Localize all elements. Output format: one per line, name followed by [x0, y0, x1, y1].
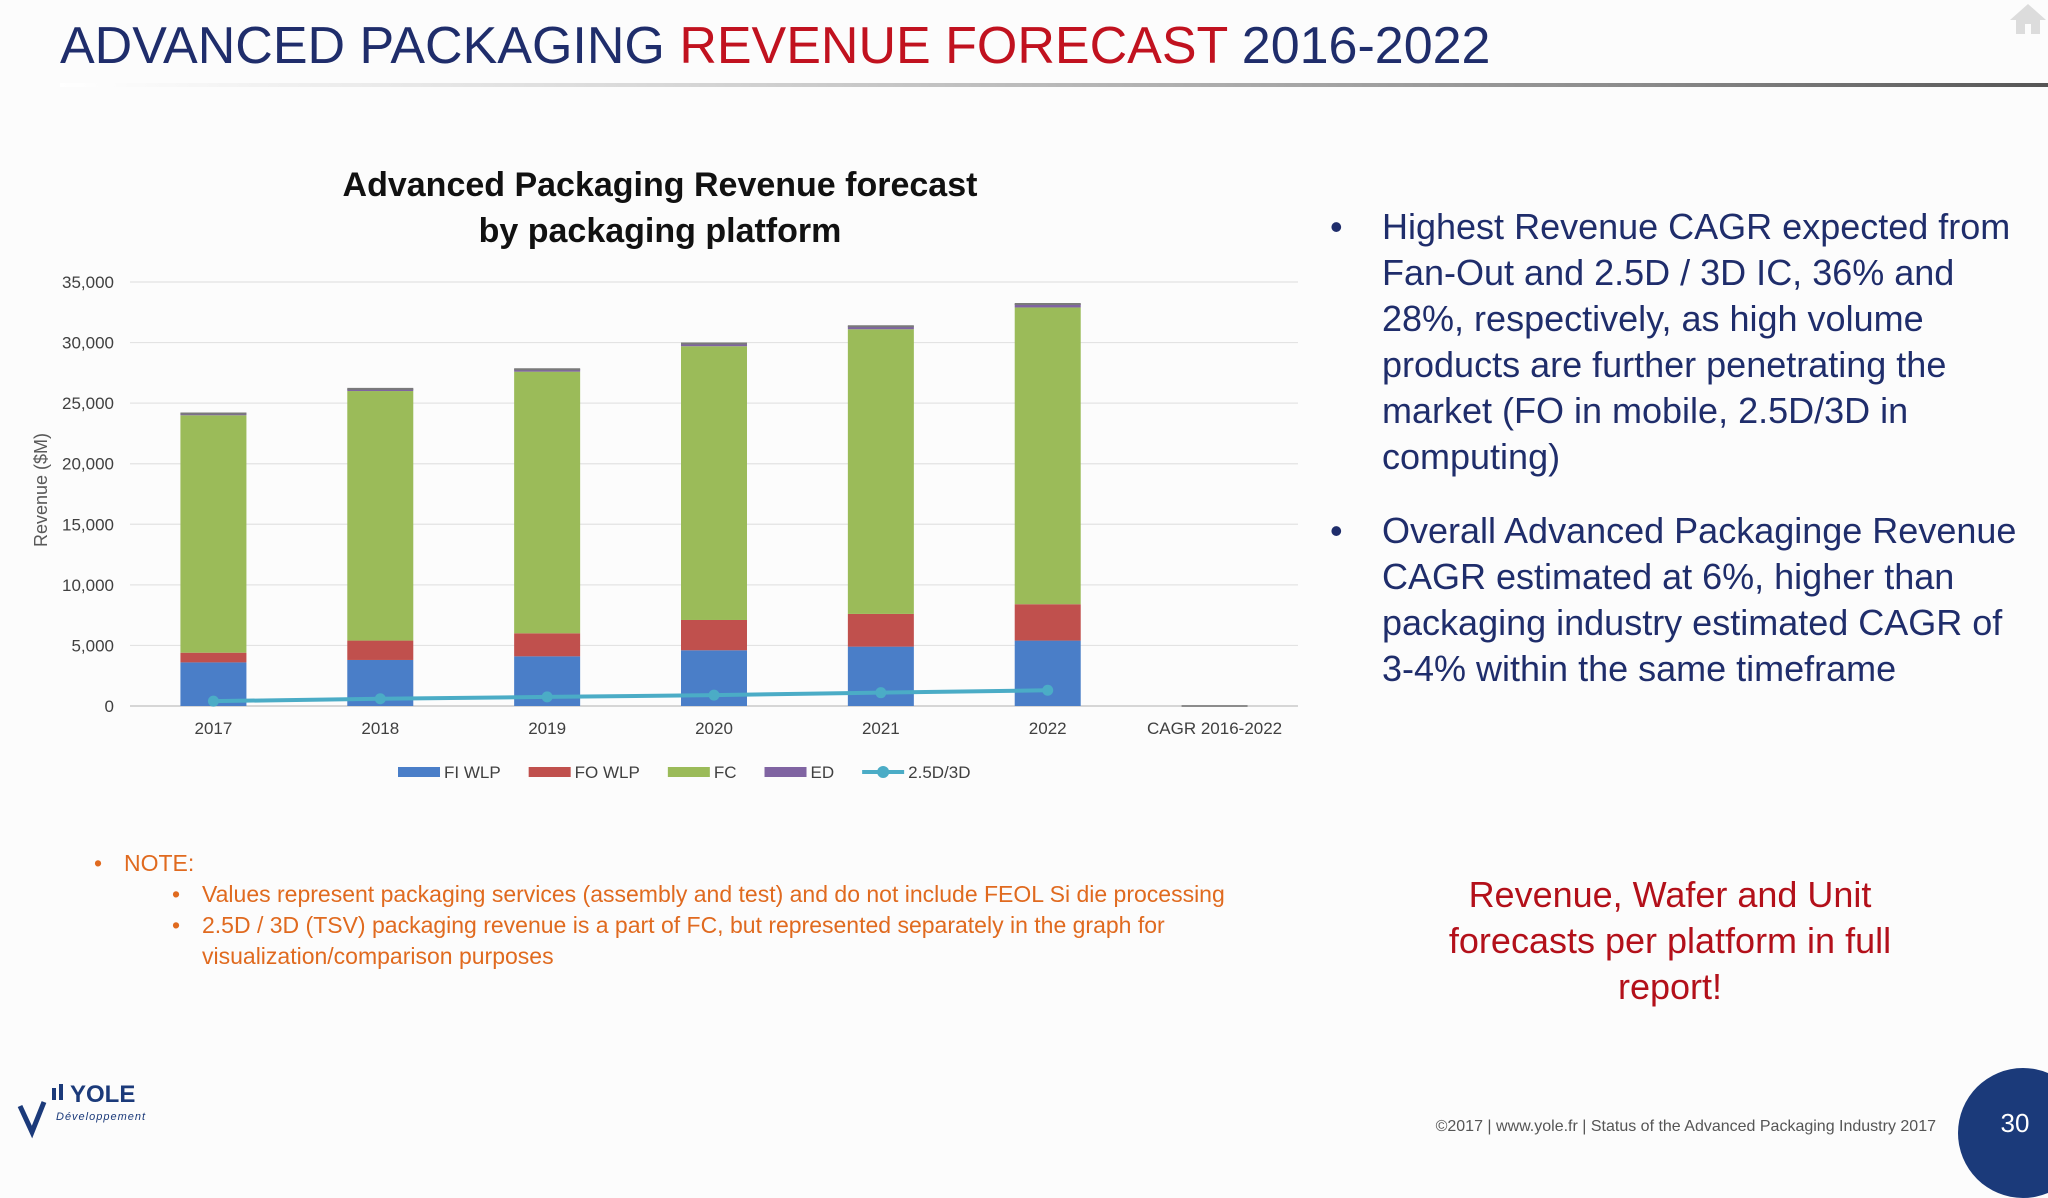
- y-tick-label: 15,000: [62, 515, 114, 534]
- line-point: [708, 689, 720, 701]
- slide-title: ADVANCED PACKAGING REVENUE FORECAST 2016…: [60, 16, 1490, 76]
- y-tick-label: 20,000: [62, 455, 114, 474]
- legend-label: 2.5D/3D: [908, 763, 970, 782]
- chart-legend: FI WLP FO WLP FC ED 2.5D/3D: [398, 763, 971, 782]
- bullet-glyph: •: [172, 912, 181, 938]
- y-axis: 0 5,000 10,000 15,000 20,000 25,000 30,000 35,0…: [62, 273, 114, 716]
- chart-title-line-2: by packaging platform: [478, 212, 842, 250]
- bar-segment: [514, 371, 581, 634]
- bar-segment: [514, 633, 581, 657]
- x-tick-label: CAGR 2016-2022: [1147, 719, 1282, 738]
- x-tick-label: 2018: [361, 719, 399, 738]
- bar-segment: [347, 391, 414, 641]
- key-point: • Overall Advanced Packaginge Revenue CAG…: [1330, 508, 2030, 692]
- x-axis: 2017 2018 2019 2020 2021 2022 CAGR 2016-2022: [195, 719, 1283, 738]
- legend-swatch: [528, 767, 571, 777]
- line-point: [1042, 684, 1054, 696]
- bar-segment: [180, 652, 247, 663]
- note-section: • NOTE: • Values represent packaging servi…: [94, 848, 1294, 972]
- bullet-glyph: •: [94, 850, 103, 876]
- x-tick-label: 2020: [695, 719, 733, 738]
- chart-title: Advanced Packaging Revenue forecast by p…: [260, 162, 1060, 254]
- note-item-text: Values represent packaging services (ass…: [202, 881, 1225, 907]
- line-point: [374, 693, 386, 705]
- x-tick-label: 2019: [528, 719, 566, 738]
- logo-text: YOLE: [70, 1081, 135, 1108]
- bar-segment: [681, 346, 747, 620]
- note-item: • 2.5D / 3D (TSV) packaging revenue is a …: [94, 910, 1294, 972]
- key-point: • Highest Revenue CAGR expected from Fan-…: [1330, 204, 2030, 480]
- note-label: NOTE:: [124, 850, 195, 876]
- revenue-chart: 0 5,000 10,000 15,000 20,000 25,000 30,000 35,0…: [31, 273, 1298, 782]
- bar-segment: [1014, 304, 1081, 308]
- bar-segment: [1014, 640, 1081, 706]
- bar-segment: [347, 640, 414, 660]
- chart-bars: [180, 303, 1248, 707]
- title-part-2: REVENUE FORECAST: [679, 17, 1228, 75]
- bar-segment: [1014, 604, 1081, 641]
- legend-label: FI WLP: [444, 763, 501, 782]
- y-tick-label: 5,000: [71, 636, 114, 655]
- bar-segment: [1014, 307, 1081, 605]
- bar-segment: [514, 369, 581, 372]
- bullet-glyph: •: [1330, 206, 1343, 247]
- line-point: [207, 695, 219, 707]
- legend-swatch: [764, 767, 807, 777]
- legend-swatch-marker: [877, 766, 890, 778]
- legend-swatch: [398, 767, 440, 777]
- y-tick-label: 0: [105, 697, 114, 716]
- legend-label: ED: [811, 763, 835, 782]
- yole-logo: YOLE Développement: [17, 1081, 146, 1139]
- line-point: [875, 687, 887, 699]
- x-tick-label: 2021: [862, 719, 900, 738]
- bar-segment: [847, 329, 914, 614]
- bullet-glyph: •: [172, 881, 181, 907]
- title-part-3: 2016-2022: [1227, 17, 1491, 75]
- bar-segment: [681, 343, 747, 347]
- title-part-1: ADVANCED PACKAGING: [60, 17, 680, 75]
- bar-segment: [347, 388, 414, 392]
- bar-segment: [847, 613, 914, 647]
- series-line: [213, 688, 1048, 704]
- bar-segment: [847, 326, 914, 330]
- title-divider: [60, 83, 2048, 87]
- bar-segment: [681, 619, 747, 651]
- x-tick-label: 2022: [1029, 719, 1067, 738]
- key-point-text: Overall Advanced Packaginge Revenue CAGR…: [1382, 510, 2017, 689]
- key-points: • Highest Revenue CAGR expected from Fan-…: [1330, 204, 2030, 720]
- home-icon[interactable]: [2008, 0, 2048, 36]
- y-tick-label: 10,000: [62, 576, 114, 595]
- y-tick-label: 30,000: [62, 334, 114, 353]
- y-tick-label: 35,000: [62, 273, 114, 292]
- chart-title-line-1: Advanced Packaging Revenue forecast: [342, 166, 978, 204]
- note-heading: • NOTE:: [94, 848, 1294, 879]
- key-point-text: Highest Revenue CAGR expected from Fan-O…: [1382, 206, 2011, 477]
- logo-subtext: Développement: [56, 1111, 146, 1123]
- x-tick-label: 2017: [195, 719, 233, 738]
- bullet-glyph: •: [1330, 510, 1343, 551]
- legend-label: FC: [714, 763, 737, 782]
- note-item-text: 2.5D / 3D (TSV) packaging revenue is a p…: [202, 912, 1165, 969]
- note-item: • Values represent packaging services (as…: [94, 879, 1294, 910]
- footer-text: ©2017 | www.yole.fr | Status of the Adva…: [1435, 1118, 1936, 1135]
- chart-line-series: [207, 684, 1054, 707]
- legend-swatch: [667, 767, 710, 777]
- report-callout: Revenue, Wafer and Unit forecasts per pl…: [1448, 874, 1892, 1007]
- bar-segment: [180, 415, 247, 653]
- page-number: 30: [2000, 1108, 2030, 1138]
- y-axis-label: Revenue ($M): [31, 433, 51, 547]
- y-tick-label: 25,000: [62, 394, 114, 413]
- legend-label: FO WLP: [575, 763, 640, 782]
- line-point: [541, 691, 553, 703]
